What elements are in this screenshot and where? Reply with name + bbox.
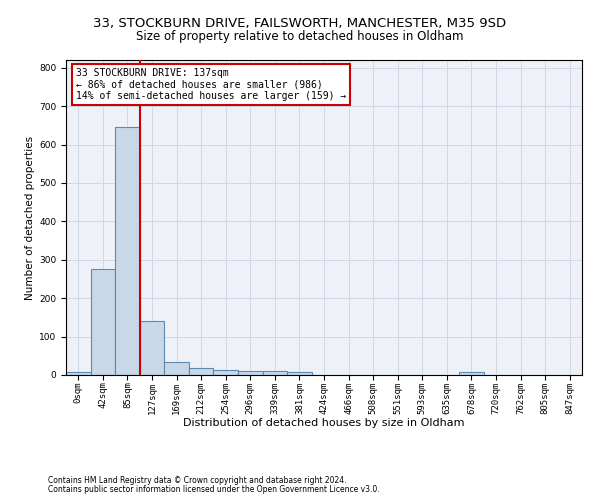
Text: Contains HM Land Registry data © Crown copyright and database right 2024.: Contains HM Land Registry data © Crown c… bbox=[48, 476, 347, 485]
Bar bbox=[287, 372, 312, 375]
Y-axis label: Number of detached properties: Number of detached properties bbox=[25, 136, 35, 300]
Text: Size of property relative to detached houses in Oldham: Size of property relative to detached ho… bbox=[136, 30, 464, 43]
Bar bbox=[263, 371, 287, 375]
Text: Contains public sector information licensed under the Open Government Licence v3: Contains public sector information licen… bbox=[48, 485, 380, 494]
Bar bbox=[459, 372, 484, 375]
Bar bbox=[91, 270, 115, 375]
Bar bbox=[238, 371, 263, 375]
Bar bbox=[115, 127, 140, 375]
Bar bbox=[140, 321, 164, 375]
Bar bbox=[66, 372, 91, 375]
Text: 33 STOCKBURN DRIVE: 137sqm
← 86% of detached houses are smaller (986)
14% of sem: 33 STOCKBURN DRIVE: 137sqm ← 86% of deta… bbox=[76, 68, 347, 101]
Bar bbox=[189, 368, 214, 375]
Bar bbox=[164, 362, 189, 375]
Text: 33, STOCKBURN DRIVE, FAILSWORTH, MANCHESTER, M35 9SD: 33, STOCKBURN DRIVE, FAILSWORTH, MANCHES… bbox=[94, 18, 506, 30]
Bar bbox=[214, 370, 238, 375]
X-axis label: Distribution of detached houses by size in Oldham: Distribution of detached houses by size … bbox=[183, 418, 465, 428]
